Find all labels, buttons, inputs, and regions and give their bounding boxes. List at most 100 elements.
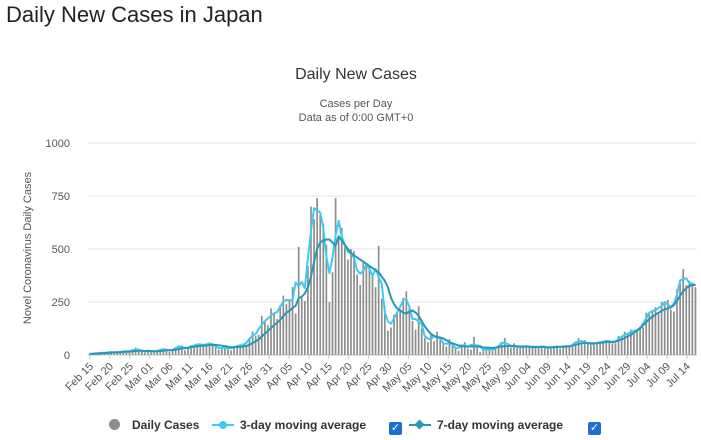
checkbox-7day-average[interactable]: ✓ xyxy=(588,422,601,435)
bar-daily-cases xyxy=(688,280,691,355)
bar-daily-cases xyxy=(577,338,580,355)
bar-daily-cases xyxy=(602,342,605,355)
legend-item-3day-average[interactable]: 3-day moving average xyxy=(212,418,366,432)
bar-daily-cases xyxy=(519,348,521,355)
bar-daily-cases xyxy=(534,347,537,355)
bar-daily-cases xyxy=(267,325,269,355)
bar-daily-cases xyxy=(445,346,448,355)
bar-daily-cases xyxy=(660,302,663,355)
bar-daily-cases xyxy=(291,287,294,355)
bar-daily-cases xyxy=(423,338,426,355)
bar-daily-cases xyxy=(482,348,485,355)
chart-subtitle-date: Data as of 0:00 GMT+0 xyxy=(299,112,414,124)
bar-daily-cases xyxy=(131,351,134,355)
bar-daily-cases xyxy=(460,344,463,355)
bar-daily-cases xyxy=(617,335,620,355)
bar-daily-cases xyxy=(270,308,272,355)
bar-daily-cases xyxy=(583,340,586,355)
bar-daily-cases xyxy=(220,347,223,355)
bar-daily-cases xyxy=(347,259,349,355)
legend-item-daily-cases[interactable]: Daily Cases xyxy=(104,418,199,432)
bar-daily-cases xyxy=(454,348,457,355)
bar-daily-cases xyxy=(411,321,414,355)
bar-daily-cases xyxy=(485,348,488,355)
bar-daily-cases xyxy=(565,346,568,355)
bar-daily-cases xyxy=(510,347,512,355)
bar-daily-cases xyxy=(574,343,577,355)
bar-daily-cases xyxy=(679,282,681,355)
bar-daily-cases xyxy=(559,348,561,355)
bar-daily-cases xyxy=(350,249,352,355)
bar-daily-cases xyxy=(254,335,257,355)
bar-daily-cases xyxy=(451,345,454,355)
bar-daily-cases xyxy=(427,342,429,355)
bar-daily-cases xyxy=(122,351,125,355)
bar-daily-cases xyxy=(239,346,242,355)
bar-daily-cases xyxy=(590,345,592,355)
check-icon: ✓ xyxy=(390,422,401,434)
bar-daily-cases xyxy=(636,329,638,355)
bar-daily-cases xyxy=(553,346,555,355)
bar-daily-cases xyxy=(513,343,515,355)
legend-dot-icon xyxy=(104,419,126,431)
bar-daily-cases xyxy=(528,346,531,355)
y-tick-label: 250 xyxy=(52,297,70,309)
bar-daily-cases xyxy=(663,304,666,355)
bar-daily-cases xyxy=(645,312,648,355)
bar-daily-cases xyxy=(214,346,217,355)
bar-daily-cases xyxy=(571,345,574,355)
bar-daily-cases xyxy=(140,351,143,355)
page-title: Daily New Cases in Japan xyxy=(6,2,263,27)
series-7day-average-line xyxy=(89,235,696,355)
bar-daily-cases xyxy=(488,349,491,355)
bar-daily-cases xyxy=(614,343,617,355)
bar-daily-cases xyxy=(137,350,140,355)
y-tick-label: 500 xyxy=(52,244,70,256)
bar-daily-cases xyxy=(642,327,645,355)
bar-daily-cases xyxy=(282,295,285,355)
bar-daily-cases xyxy=(242,343,245,355)
bar-daily-cases xyxy=(479,351,482,355)
bar-daily-cases xyxy=(390,327,392,355)
check-icon: ✓ xyxy=(589,422,600,434)
bar-daily-cases xyxy=(340,227,343,355)
bar-daily-cases xyxy=(467,348,469,355)
bar-daily-cases xyxy=(294,313,297,355)
bar-daily-cases xyxy=(417,306,420,355)
bar-daily-cases xyxy=(537,347,540,355)
bar-daily-cases xyxy=(202,343,205,355)
bar-daily-cases xyxy=(414,329,417,355)
bar-daily-cases xyxy=(337,236,340,355)
bar-daily-cases xyxy=(150,351,152,355)
bar-daily-cases xyxy=(436,331,438,355)
bar-daily-cases xyxy=(159,349,162,355)
bar-daily-cases xyxy=(402,297,405,355)
bar-daily-cases xyxy=(310,206,312,355)
bar-daily-cases xyxy=(303,300,306,355)
bar-daily-cases xyxy=(691,282,694,355)
bar-daily-cases xyxy=(399,310,402,355)
bar-daily-cases xyxy=(500,344,503,355)
bar-daily-cases xyxy=(307,265,309,355)
bar-daily-cases xyxy=(313,219,315,355)
bar-daily-cases xyxy=(463,342,466,355)
bar-daily-cases xyxy=(331,272,334,355)
checkbox-3day-average[interactable]: ✓ xyxy=(389,422,402,435)
bar-daily-cases xyxy=(128,351,131,355)
bar-daily-cases xyxy=(193,345,195,355)
bar-daily-cases xyxy=(359,285,362,355)
bar-daily-cases xyxy=(177,346,180,355)
y-axis-title: Novel Coronavirus Daily Cases xyxy=(22,171,34,324)
bar-daily-cases xyxy=(316,198,318,355)
bar-daily-cases xyxy=(393,314,395,355)
bar-daily-cases xyxy=(165,348,168,355)
bar-daily-cases xyxy=(227,348,229,355)
legend-label-3day-average: 3-day moving average xyxy=(240,418,367,432)
bar-daily-cases xyxy=(540,345,543,355)
bar-daily-cases xyxy=(457,350,460,355)
legend-item-7day-average[interactable]: 7-day moving average xyxy=(409,418,563,432)
bar-daily-cases xyxy=(196,344,199,355)
y-tick-label: 750 xyxy=(52,191,70,203)
bar-daily-cases xyxy=(211,343,214,355)
bar-daily-cases xyxy=(368,265,371,355)
